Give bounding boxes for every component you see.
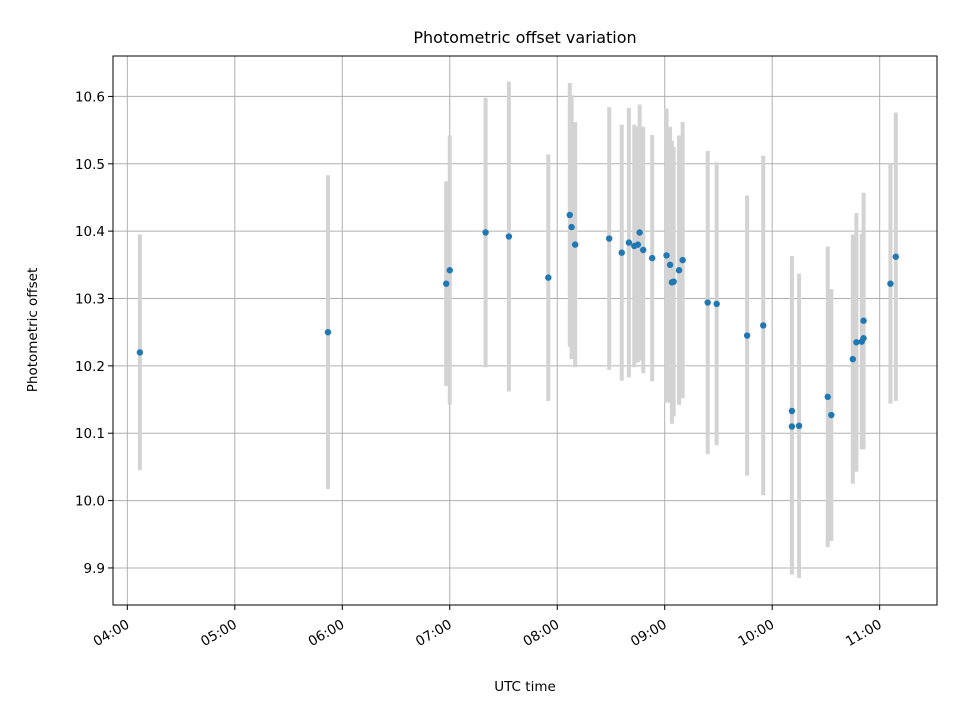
data-point bbox=[648, 254, 656, 262]
data-point bbox=[618, 249, 625, 256]
y-tick-label: 9.9 bbox=[84, 561, 105, 577]
x-tick-label: 09:00 bbox=[628, 617, 670, 650]
data-point bbox=[566, 211, 573, 219]
data-point bbox=[743, 332, 751, 339]
data-point bbox=[788, 423, 796, 430]
x-tick-label: 08:00 bbox=[521, 617, 563, 650]
data-point bbox=[860, 317, 867, 324]
data-point bbox=[675, 267, 683, 274]
data-point bbox=[670, 278, 677, 285]
x-tick-label: 11:00 bbox=[843, 617, 885, 650]
data-point bbox=[666, 261, 674, 269]
data-point bbox=[853, 339, 860, 346]
data-point bbox=[849, 355, 857, 363]
y-tick-label: 10.4 bbox=[75, 224, 105, 240]
chart-title: Photometric offset variation bbox=[413, 28, 636, 47]
y-tick-label: 10.2 bbox=[75, 359, 105, 375]
data-point bbox=[795, 422, 803, 430]
data-point bbox=[892, 253, 899, 260]
y-tick-label: 10.3 bbox=[75, 292, 105, 308]
y-axis-ticks: 9.9 10.0 10.1 10.2 10.3 10.4 10.5 10.6 bbox=[75, 89, 113, 577]
y-tick-label: 10.6 bbox=[75, 89, 105, 105]
data-point bbox=[760, 322, 767, 329]
data-point bbox=[636, 229, 643, 236]
data-point bbox=[887, 280, 894, 287]
data-point bbox=[446, 267, 453, 274]
data-point bbox=[482, 229, 489, 236]
data-point bbox=[663, 252, 670, 259]
data-points bbox=[136, 211, 899, 430]
data-point bbox=[571, 241, 579, 248]
plot-frame bbox=[112, 55, 938, 606]
data-point bbox=[605, 235, 613, 242]
data-point bbox=[324, 328, 332, 336]
x-axis-ticks: 04:00 05:00 06:00 07:00 08:00 09:00 10:00 11:00 bbox=[91, 605, 885, 650]
y-axis-label: Photometric offset bbox=[25, 268, 41, 392]
data-point bbox=[713, 300, 720, 308]
data-point bbox=[136, 349, 144, 356]
data-point bbox=[505, 233, 513, 240]
data-point bbox=[545, 274, 552, 281]
x-tick-label: 05:00 bbox=[198, 617, 240, 650]
data-point bbox=[704, 299, 711, 306]
y-tick-label: 10.0 bbox=[75, 494, 105, 510]
data-point bbox=[625, 239, 633, 246]
data-point bbox=[442, 280, 450, 287]
data-point bbox=[828, 411, 835, 419]
grid-lines bbox=[113, 56, 937, 605]
x-tick-label: 04:00 bbox=[91, 617, 133, 650]
data-point bbox=[568, 223, 575, 231]
data-point bbox=[824, 393, 831, 401]
errorbars bbox=[137, 81, 898, 579]
data-point bbox=[788, 407, 796, 415]
x-tick-label: 06:00 bbox=[306, 617, 348, 650]
x-tick-label: 10:00 bbox=[736, 617, 778, 650]
x-tick-label: 07:00 bbox=[413, 617, 455, 650]
data-point bbox=[640, 246, 647, 254]
y-tick-label: 10.5 bbox=[75, 157, 105, 173]
data-point bbox=[679, 256, 686, 264]
data-point bbox=[634, 241, 642, 248]
y-tick-label: 10.1 bbox=[75, 426, 105, 442]
x-axis-label: UTC time bbox=[494, 679, 556, 695]
data-point bbox=[860, 335, 867, 342]
